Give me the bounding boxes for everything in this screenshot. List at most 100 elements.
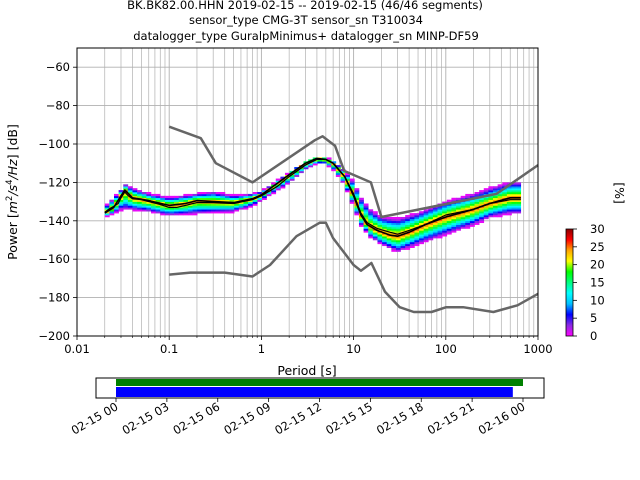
colorbar-gradient: [565, 228, 574, 337]
heatmap-cell: [271, 188, 277, 191]
heatmap-cell: [123, 197, 129, 200]
heatmap-cell: [372, 234, 378, 237]
heatmap-cell: [187, 195, 193, 199]
heatmap-cell: [349, 180, 355, 183]
heatmap-cell: [229, 199, 235, 202]
heatmap-cell: [437, 236, 443, 239]
heatmap-cell: [354, 205, 360, 208]
heatmap-cell: [460, 220, 466, 224]
heatmap-cell: [451, 211, 457, 214]
heatmap-cell: [400, 236, 406, 239]
heatmap-cell: [483, 201, 489, 204]
heatmap-cell: [469, 220, 475, 224]
heatmap-cell: [358, 199, 364, 202]
heatmap-cell: [423, 209, 429, 212]
heatmap-cell: [419, 230, 424, 233]
heatmap-cell: [127, 207, 133, 210]
heatmap-cell: [395, 236, 401, 239]
y-tick-label: −100: [38, 137, 70, 151]
heatmap-cell: [127, 205, 133, 208]
heatmap-cell: [460, 195, 466, 199]
heatmap-cell: [238, 195, 244, 199]
heatmap-cell: [234, 199, 240, 202]
heatmap-cell: [150, 211, 156, 214]
heatmap-cell: [141, 205, 147, 208]
heatmap-cell: [465, 216, 471, 220]
heatmap-cell: [446, 199, 452, 202]
heatmap-cell: [432, 220, 438, 224]
heatmap-cell: [391, 224, 397, 227]
heatmap-cell: [178, 201, 184, 204]
heatmap-cell: [372, 238, 378, 241]
heatmap-cell: [437, 234, 443, 237]
heatmap-cell: [358, 209, 364, 212]
heatmap-cell: [178, 195, 184, 199]
heatmap-cell: [419, 218, 424, 222]
heatmap-cell: [155, 199, 161, 202]
heatmap-cell: [423, 215, 429, 218]
heatmap-cell: [127, 188, 133, 191]
heatmap-cell: [460, 226, 466, 229]
heatmap-cell: [132, 190, 138, 193]
heatmap-cell: [123, 184, 129, 187]
heatmap-cell: [474, 199, 480, 202]
heatmap-cell: [391, 230, 397, 233]
heatmap-cell: [372, 213, 378, 216]
heatmap-cell: [224, 211, 230, 214]
heatmap-cell: [395, 222, 401, 225]
heatmap-cell: [201, 192, 207, 195]
x-axis-ticks: 0.01 0.1 1 10 100 1000: [64, 336, 553, 356]
heatmap-cell: [442, 209, 448, 212]
heatmap-cell: [178, 211, 184, 214]
heatmap-cell: [372, 220, 378, 224]
heatmap-cell: [391, 249, 397, 252]
heatmap-cell: [118, 199, 124, 202]
heatmap-cell: [155, 203, 161, 206]
heatmap-cell: [483, 216, 489, 220]
heatmap-cell: [446, 205, 452, 208]
heatmap-cell: [192, 205, 198, 208]
heatmap-cell: [358, 205, 364, 208]
heatmap-cell: [169, 209, 175, 212]
heatmap-cell: [271, 186, 277, 189]
heatmap-cell: [451, 218, 457, 222]
heatmap-cell: [354, 188, 360, 191]
heatmap-cell: [234, 195, 240, 199]
heatmap-cell: [178, 199, 184, 202]
heatmap-cell: [349, 186, 355, 189]
heatmap-cell: [113, 197, 119, 200]
heatmap-cell: [479, 209, 485, 212]
heatmap-cell: [488, 209, 494, 212]
heatmap-cell: [160, 211, 166, 214]
heatmap-cell: [395, 224, 401, 227]
heatmap-cell: [386, 220, 392, 224]
heatmap-cell: [419, 238, 424, 241]
heatmap-cell: [382, 228, 388, 231]
heatmap-cell: [358, 201, 364, 204]
heatmap-cell: [446, 232, 452, 235]
heatmap-cell: [493, 211, 498, 214]
heatmap-cell: [243, 207, 249, 210]
heatmap-cell: [234, 197, 240, 200]
heatmap-cell: [211, 197, 216, 200]
heatmap-cell: [243, 197, 249, 200]
heatmap-cell: [483, 197, 489, 200]
heatmap-cell: [201, 211, 207, 214]
heatmap-cell: [395, 240, 401, 243]
heatmap-cell: [432, 207, 438, 210]
heatmap-cell: [465, 201, 471, 204]
heatmap-cell: [391, 236, 397, 239]
heatmap-cell: [469, 203, 475, 206]
heatmap-cell: [382, 222, 388, 225]
heatmap-cell: [395, 228, 401, 231]
heatmap-cell: [141, 192, 147, 195]
heatmap-cell: [497, 195, 503, 199]
heatmap-cell: [289, 176, 295, 179]
heatmap-cell: [266, 193, 272, 197]
heatmap-cell: [243, 205, 249, 208]
noise-model-high-line: [168, 125, 539, 219]
heatmap-cell: [141, 203, 147, 206]
heatmap-cell: [479, 220, 485, 224]
heatmap-cell: [187, 211, 193, 214]
heatmap-cell: [502, 203, 508, 206]
